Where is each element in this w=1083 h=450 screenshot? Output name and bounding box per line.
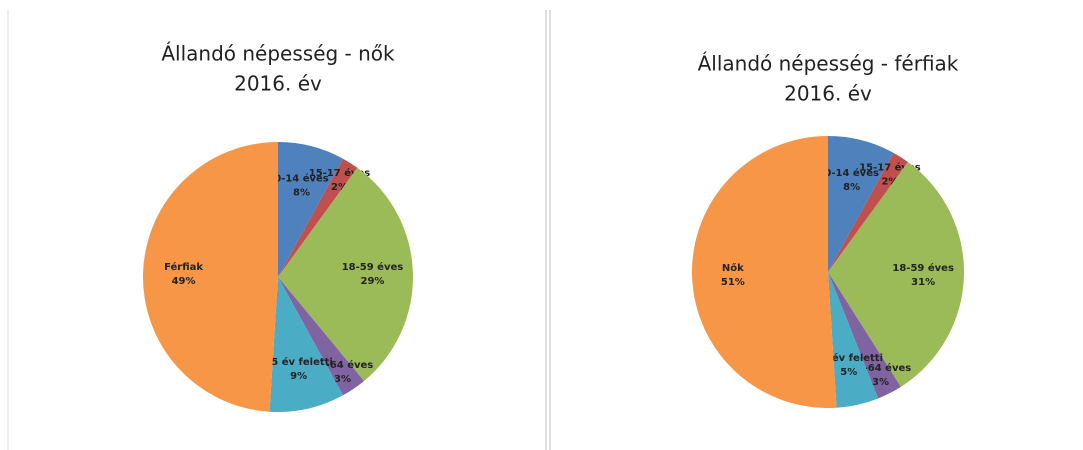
pie-slice: [278, 142, 344, 277]
slice-value: 3%: [872, 377, 889, 388]
pie-slice: [828, 272, 879, 408]
slice-label: Nők: [722, 262, 744, 274]
slice-label: 18-59 éves: [342, 261, 404, 273]
slice-value: 31%: [911, 277, 935, 288]
slice-label: 65 év feletti: [264, 356, 333, 368]
slice-value: 2%: [881, 176, 898, 187]
pie-slice: [278, 158, 358, 277]
pie-slice: [828, 272, 901, 399]
slice-label: 0-14 éves: [824, 167, 879, 179]
pie-slice: [828, 136, 894, 272]
slice-value: 49%: [172, 276, 196, 287]
pie-slice: [278, 277, 365, 396]
slice-value: 2%: [331, 182, 348, 193]
slice-value: 8%: [843, 182, 860, 193]
slice-value: 51%: [721, 277, 745, 288]
pie-slice: [278, 167, 414, 382]
slice-label: 0-14 éves: [274, 172, 329, 184]
slice-value: 29%: [360, 276, 384, 287]
pie-slice: [143, 142, 278, 412]
slice-label: Férfiak: [164, 261, 203, 273]
pie-slice: [691, 136, 837, 409]
chart-subtitle: 2016. év: [784, 82, 872, 106]
slice-value: 3%: [334, 374, 351, 385]
slice-value: 5%: [840, 367, 857, 378]
chart-title: Állandó népesség - férfiak: [698, 52, 959, 76]
slice-value: 9%: [290, 371, 307, 382]
slice-value: 8%: [293, 187, 310, 198]
pie-slice: [269, 277, 344, 412]
slice-label: 18-59 éves: [892, 262, 954, 274]
chart-title: Állandó népesség - nők: [161, 42, 395, 66]
pie-slice: [828, 152, 908, 272]
chart-subtitle: 2016. év: [234, 72, 322, 96]
pie-slice: [828, 161, 964, 387]
